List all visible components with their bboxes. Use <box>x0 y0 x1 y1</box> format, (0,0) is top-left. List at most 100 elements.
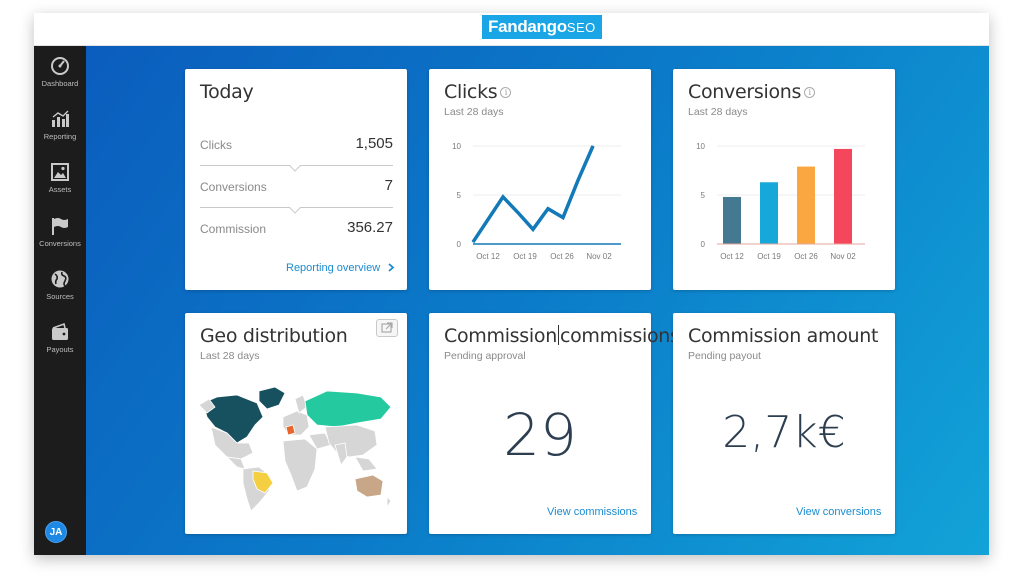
clicks-card: Clicks i Last 28 days 0 5 10 Oct 12 Oct 19 Oct… <box>429 69 651 290</box>
card-subtitle: Last 28 days <box>444 106 504 118</box>
card-subtitle: Last 28 days <box>200 350 260 362</box>
bar-chart-icon <box>52 110 69 127</box>
stat-row-conversions: Conversions 7 <box>200 176 393 198</box>
clicks-series-line <box>471 145 595 244</box>
geo-card: Geo distribution Last 28 days <box>185 313 407 534</box>
divider-notch <box>289 202 301 214</box>
region-france <box>285 424 296 436</box>
dashboard-main: Today Clicks 1,505 Conversions 7 Commiss… <box>86 46 989 555</box>
data-point <box>472 241 474 243</box>
sidebar-item-label: Conversions <box>39 239 81 248</box>
region-new-zealand <box>386 496 392 509</box>
commission-amount-card: Commission amount Pending payout 2,7k€ V… <box>673 313 895 534</box>
region-africa <box>282 438 318 492</box>
region-alaska <box>198 398 216 414</box>
y-tick-label: 10 <box>452 142 461 151</box>
data-point <box>562 217 564 219</box>
info-icon[interactable]: i <box>500 87 512 98</box>
card-title: Today <box>200 81 254 103</box>
commissions-card: Commission commissions Pending approval 2… <box>429 313 680 534</box>
brand-logo[interactable]: FandangoSEO <box>482 15 602 39</box>
bar <box>723 196 741 244</box>
region-central-america <box>225 456 246 470</box>
stat-label: Commission <box>200 222 267 236</box>
data-point <box>487 219 489 220</box>
card-subtitle: Pending approval <box>444 350 526 362</box>
y-tick-label: 5 <box>701 191 706 200</box>
region-australia <box>354 474 384 498</box>
sidebar-item-label: Dashboard <box>41 79 79 88</box>
region-usa <box>210 426 254 460</box>
data-point <box>547 208 549 210</box>
card-subtitle: Pending payout <box>688 350 761 362</box>
card-title-text: Clicks <box>444 81 498 103</box>
dashboard-icon <box>51 57 69 75</box>
bar <box>834 148 852 244</box>
world-map <box>198 386 392 512</box>
pending-commissions-count: 29 <box>503 401 577 469</box>
region-asia <box>324 424 378 458</box>
data-point <box>532 228 534 230</box>
region-india <box>334 442 348 466</box>
sidebar-item-conversions[interactable]: Conversions <box>34 216 86 248</box>
card-subtitle: Last 28 days <box>688 106 748 118</box>
sidebar-item-label: Payouts <box>46 345 74 354</box>
card-title: Commission commissions <box>444 325 680 347</box>
pending-payout-amount: 2,7k€ <box>722 407 846 458</box>
card-title: Conversions i <box>688 81 816 103</box>
region-southeast-asia <box>354 456 378 472</box>
expand-button[interactable] <box>376 319 398 337</box>
conversions-bar-chart: 0 5 10 Oct 12 Oct 19 Oct 26 Nov 02 <box>696 142 865 261</box>
data-point <box>592 145 594 147</box>
region-greenland <box>258 386 286 410</box>
link-label: Reporting overview <box>286 262 381 274</box>
user-avatar[interactable]: JA <box>45 521 67 543</box>
image-icon <box>51 163 69 181</box>
data-point <box>502 196 504 198</box>
wallet-icon <box>52 322 68 340</box>
region-brazil <box>252 470 274 494</box>
x-tick-label: Nov 02 <box>830 252 856 261</box>
globe-icon <box>51 270 69 288</box>
x-tick-label: Oct 26 <box>550 252 574 261</box>
card-title: Clicks i <box>444 81 512 103</box>
stat-value: 1,505 <box>355 135 393 152</box>
sidebar-item-dashboard[interactable]: Dashboard <box>34 56 86 88</box>
bar <box>760 182 778 244</box>
stat-value: 356.27 <box>347 219 393 236</box>
stat-value: 7 <box>384 177 393 194</box>
sidebar-item-reporting[interactable]: Reporting <box>34 109 86 141</box>
top-bar: FandangoSEO <box>34 13 989 46</box>
bar <box>797 166 815 244</box>
card-title: Geo distribution <box>200 325 348 347</box>
external-link-icon <box>381 322 393 333</box>
region-russia <box>304 390 392 428</box>
reporting-overview-link[interactable]: Reporting overview <box>286 262 395 274</box>
sidebar-item-payouts[interactable]: Payouts <box>34 322 86 354</box>
app-window: FandangoSEO Dashboard Reporting Assets C… <box>34 13 989 555</box>
region-north-america <box>202 394 264 444</box>
sidebar-item-assets[interactable]: Assets <box>34 162 86 194</box>
conversions-card: Conversions i Last 28 days 0 5 10 Oct 12 Oct … <box>673 69 895 290</box>
view-commissions-link[interactable]: View commissions <box>547 506 638 518</box>
stat-label: Conversions <box>200 180 267 194</box>
stat-row-commission: Commission 356.27 <box>200 218 393 240</box>
x-tick-label: Oct 26 <box>794 252 818 261</box>
card-title-text: Conversions <box>688 81 802 103</box>
stat-row-clicks: Clicks 1,505 <box>200 134 393 156</box>
x-tick-label: Oct 19 <box>513 252 537 261</box>
sidebar-item-sources[interactable]: Sources <box>34 269 86 301</box>
view-conversions-link[interactable]: View conversions <box>796 506 882 518</box>
card-title-part-a: Commission <box>444 325 557 347</box>
chevron-right-icon <box>388 263 395 272</box>
today-card: Today Clicks 1,505 Conversions 7 Commiss… <box>185 69 407 290</box>
sidebar-item-label: Assets <box>48 185 72 194</box>
flag-icon <box>52 218 68 235</box>
x-tick-label: Oct 12 <box>476 252 500 261</box>
sidebar: Dashboard Reporting Assets Conversions S… <box>34 46 86 555</box>
card-title: Commission amount <box>688 325 879 347</box>
stat-label: Clicks <box>200 138 232 152</box>
info-icon[interactable]: i <box>804 87 816 98</box>
y-tick-label: 0 <box>457 240 462 249</box>
brand-name: Fandango <box>488 17 567 36</box>
